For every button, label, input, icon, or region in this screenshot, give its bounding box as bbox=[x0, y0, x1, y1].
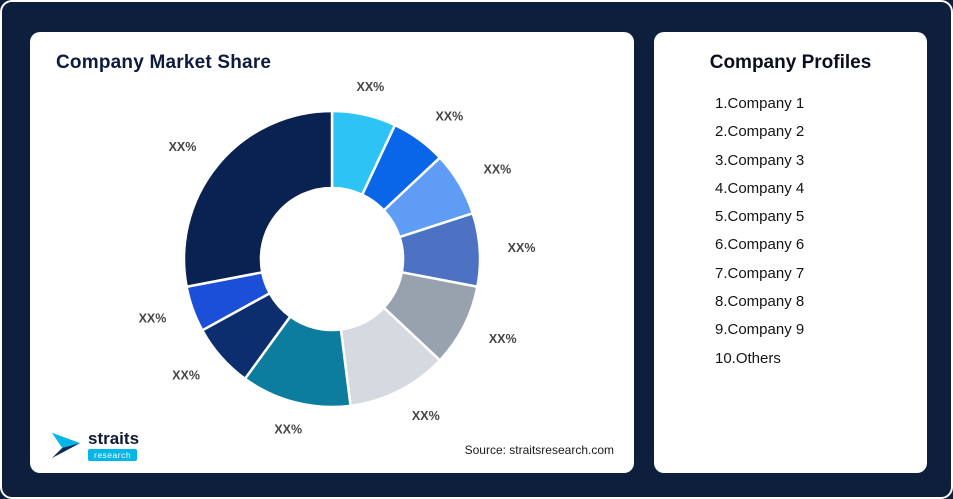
source-text: Source: straitsresearch.com bbox=[464, 443, 614, 457]
logo-text: straits research bbox=[88, 430, 139, 461]
logo-sub: research bbox=[88, 448, 138, 461]
company-list-item-2: 2.Company 2 bbox=[715, 123, 805, 141]
company-list-item-9: 9.Company 9 bbox=[715, 321, 805, 339]
company-list-item-3: 3.Company 3 bbox=[715, 151, 805, 169]
profiles-title: Company Profiles bbox=[709, 52, 872, 73]
slice-label-company-4: XX% bbox=[508, 241, 536, 255]
slice-label-company-5: XX% bbox=[489, 332, 517, 346]
company-list-item-4: 4.Company 4 bbox=[715, 179, 805, 197]
slice-label-company-2: XX% bbox=[435, 110, 463, 124]
straits-logo-icon bbox=[51, 432, 81, 459]
slice-label-company-9: XX% bbox=[139, 312, 167, 326]
company-list-item-6: 6.Company 6 bbox=[715, 236, 805, 254]
company-list-item-7: 7.Company 7 bbox=[715, 264, 805, 282]
company-list-item-1: 1.Company 1 bbox=[715, 95, 805, 112]
donut-slice-others bbox=[182, 109, 334, 288]
company-list: 1.Company 1 2.Company 2 3.Company 3 4.Co… bbox=[654, 90, 927, 373]
company-list-item-8: 8.Company 8 bbox=[715, 293, 805, 311]
slice-label-company-6: XX% bbox=[412, 409, 440, 423]
slice-label-company-8: XX% bbox=[172, 368, 200, 382]
donut-chart: XX% XX% XX% XX% XX% XX% XX% XX% XX% XX% bbox=[139, 80, 536, 436]
chart-title: Company Market Share bbox=[56, 52, 272, 73]
logo-brand: straits bbox=[88, 428, 140, 448]
slice-label-company-1: XX% bbox=[356, 80, 384, 94]
slice-label-others: XX% bbox=[169, 140, 197, 154]
company-profiles-card: Company Profiles 1.Company 1 2.Company 2… bbox=[654, 32, 927, 473]
company-list-item-5: 5.Company 5 bbox=[715, 208, 805, 226]
slice-label-company-3: XX% bbox=[483, 162, 511, 176]
straits-logo: straits research bbox=[50, 429, 139, 461]
slice-label-company-7: XX% bbox=[274, 422, 302, 436]
market-share-card: Company Market Share XX% XX% XX% XX% XX% XX% X… bbox=[30, 32, 634, 473]
company-list-item-10: 10.Others bbox=[715, 349, 781, 367]
